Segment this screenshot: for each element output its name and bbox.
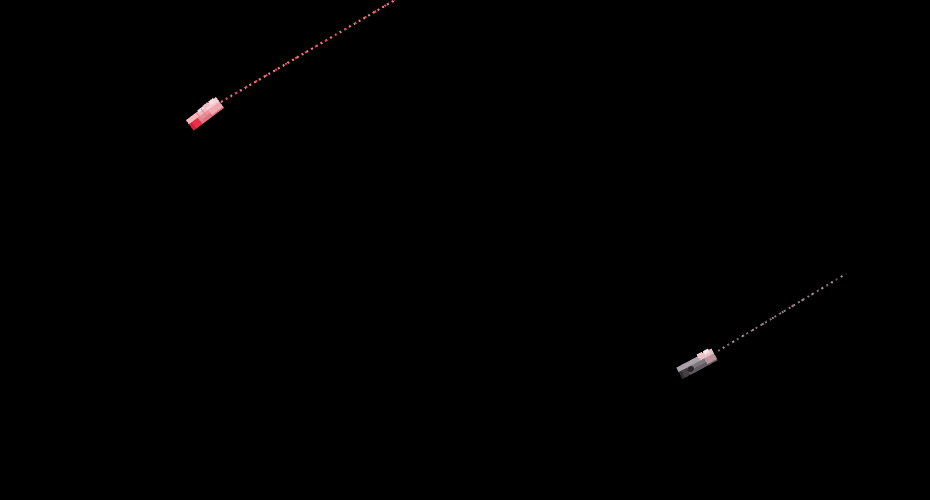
gray-trajectory-accent-dots: [717, 271, 850, 352]
gray-rocket-trajectory: [717, 271, 850, 352]
red-rocket[interactable]: [185, 96, 225, 131]
gray-rocket[interactable]: [675, 347, 718, 380]
red-trajectory-accent-dots: [220, 0, 396, 103]
gray-trajectory-dots: [717, 271, 850, 352]
red-rocket-highlight: [197, 106, 205, 113]
red-rocket-nose-block-a: [202, 102, 210, 110]
red-rocket-seam-line-2: [200, 108, 210, 120]
red-rocket-seam-line-1: [195, 112, 205, 124]
gray-rocket-highlight: [703, 349, 709, 354]
gray-rocket-window: [687, 366, 694, 373]
gray-rocket-nose-side: [704, 353, 718, 365]
red-rocket-nose-block-b: [208, 97, 216, 105]
red-trajectory-dots: [220, 0, 396, 103]
gray-rocket-nose-block-a: [696, 351, 704, 359]
red-rocket-nose-side: [208, 101, 224, 115]
red-rocket-trajectory: [220, 0, 396, 103]
